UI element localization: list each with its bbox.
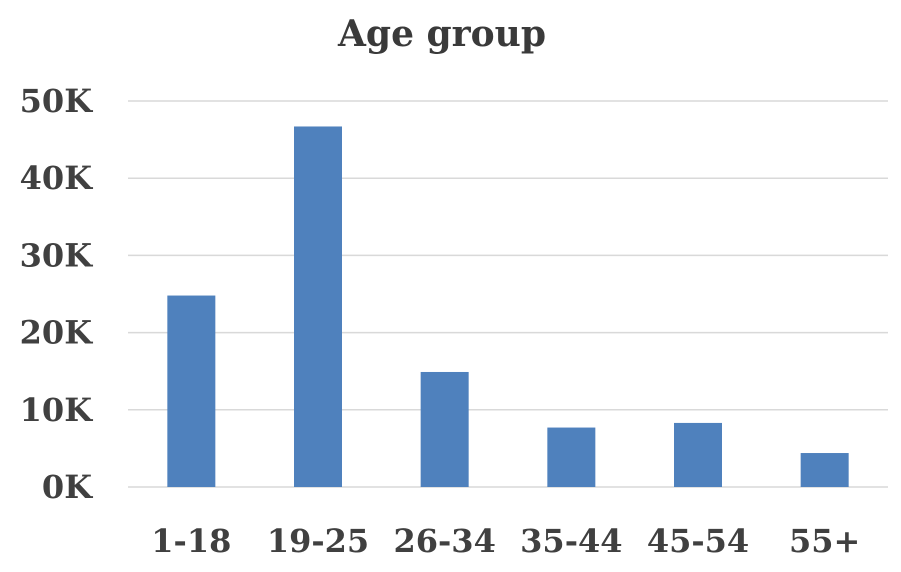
y-axis-ticks: 0K 10K 20K 30K 40K 50K [20, 82, 94, 506]
y-tick-label: 40K [20, 159, 94, 197]
y-tick-label: 0K [42, 468, 93, 506]
y-tick-label: 50K [20, 82, 94, 120]
bar [167, 295, 216, 487]
y-tick-label: 20K [20, 314, 94, 352]
bars [167, 126, 849, 487]
chart-title: Age group [337, 13, 546, 55]
y-tick-label: 10K [20, 391, 94, 429]
x-axis-ticks: 1-18 19-25 26-34 35-44 45-54 55+ [151, 522, 860, 560]
x-tick-label: 55+ [789, 522, 860, 560]
gridlines [128, 100, 888, 488]
x-tick-label: 45-54 [647, 522, 749, 560]
bar [420, 371, 469, 487]
x-tick-label: 19-25 [267, 522, 369, 560]
bar [674, 422, 722, 487]
y-tick-label: 30K [20, 236, 94, 274]
x-tick-label: 35-44 [520, 522, 622, 560]
x-tick-label: 1-18 [151, 522, 231, 560]
bar [547, 427, 596, 487]
x-tick-label: 26-34 [393, 522, 495, 560]
bar [800, 453, 849, 487]
bar [294, 126, 342, 487]
